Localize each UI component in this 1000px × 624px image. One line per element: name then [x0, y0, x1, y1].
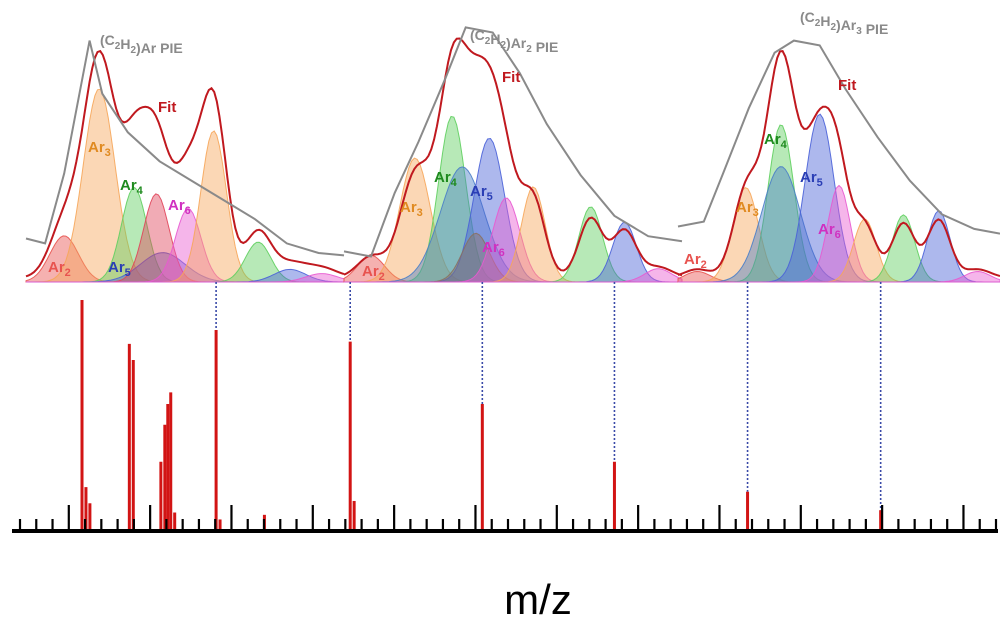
pie-component-area — [26, 273, 345, 283]
fit-label: Fit — [502, 69, 520, 86]
component-label: Ar4 — [764, 131, 788, 151]
component-label: Ar6 — [818, 221, 841, 241]
pie-experimental-curve — [343, 26, 683, 258]
component-label: Ar3 — [88, 139, 111, 159]
guide-lines — [215, 282, 882, 511]
component-label: Ar6 — [482, 239, 505, 259]
component-label: Ar5 — [108, 259, 131, 279]
pie-title: (C2H2)Ar PIE — [100, 32, 183, 56]
fit-curve — [677, 50, 1000, 277]
component-label: Ar5 — [800, 169, 823, 189]
pie-panel: (C2H2)Ar3 PIE Fit Ar2 Ar3 Ar4 Ar5 Ar6 — [677, 9, 1000, 283]
component-label: Ar2 — [48, 259, 71, 279]
pie-title: (C2H2)Ar3 PIE — [800, 9, 888, 37]
mz-axis — [12, 505, 998, 533]
pie-panel: (C2H2)Ar PIE Fit Ar2 Ar3 Ar4 Ar5 Ar6 — [25, 32, 345, 283]
component-label: Ar4 — [120, 177, 144, 197]
pie-panels: (C2H2)Ar PIEFitAr2Ar3Ar4Ar5Ar6(C2H2)Ar2 … — [25, 9, 1000, 283]
fit-curve — [343, 37, 683, 277]
pie-panel: (C2H2)Ar2 PIE Fit Ar2 Ar3 Ar4 Ar5 Ar6 — [343, 26, 683, 283]
component-label: Ar3 — [736, 199, 759, 219]
x-axis-label: m/z — [504, 576, 572, 623]
component-label: Ar4 — [434, 169, 458, 189]
fit-label: Fit — [158, 99, 176, 116]
pie-component-area — [678, 270, 1000, 283]
component-label: Ar2 — [684, 251, 707, 271]
component-label: Ar3 — [400, 199, 423, 219]
pie-experimental-curve — [677, 39, 1000, 235]
component-label: Ar6 — [168, 197, 191, 217]
component-label: Ar2 — [362, 263, 385, 283]
pie-title: (C2H2)Ar2 PIE — [470, 27, 558, 55]
component-label: Ar5 — [470, 183, 493, 203]
fit-label: Fit — [838, 77, 856, 94]
pie-experimental-curve — [25, 40, 345, 257]
fit-curve — [25, 49, 345, 278]
spectrum-peaks — [80, 300, 883, 531]
pie-component-area — [344, 268, 683, 283]
